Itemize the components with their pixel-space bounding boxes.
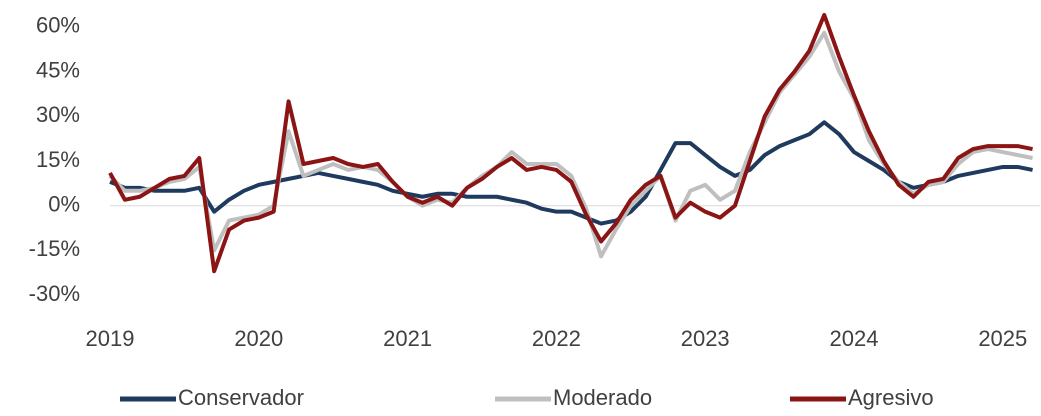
y-tick-label: -15% — [29, 236, 80, 261]
x-tick-label: 2023 — [681, 326, 730, 351]
x-tick-label: 2019 — [86, 326, 135, 351]
series-line — [108, 30, 1033, 259]
y-tick-label: 60% — [36, 13, 80, 38]
y-tick-label: 30% — [36, 102, 80, 127]
y-tick-label: 15% — [36, 147, 80, 172]
x-tick-label: 2025 — [978, 326, 1027, 351]
x-tick-label: 2024 — [830, 326, 879, 351]
y-tick-label: -30% — [29, 281, 80, 306]
series-line — [108, 12, 1033, 274]
series-line — [109, 120, 1033, 226]
y-tick-label: 45% — [36, 57, 80, 82]
legend-label: Conservador — [178, 385, 304, 410]
x-tick-label: 2020 — [234, 326, 283, 351]
y-tick-label: 0% — [48, 192, 80, 217]
legend-label: Agresivo — [848, 385, 934, 410]
x-tick-label: 2022 — [532, 326, 581, 351]
x-tick-label: 2021 — [383, 326, 432, 351]
legend-label: Moderado — [553, 385, 652, 410]
